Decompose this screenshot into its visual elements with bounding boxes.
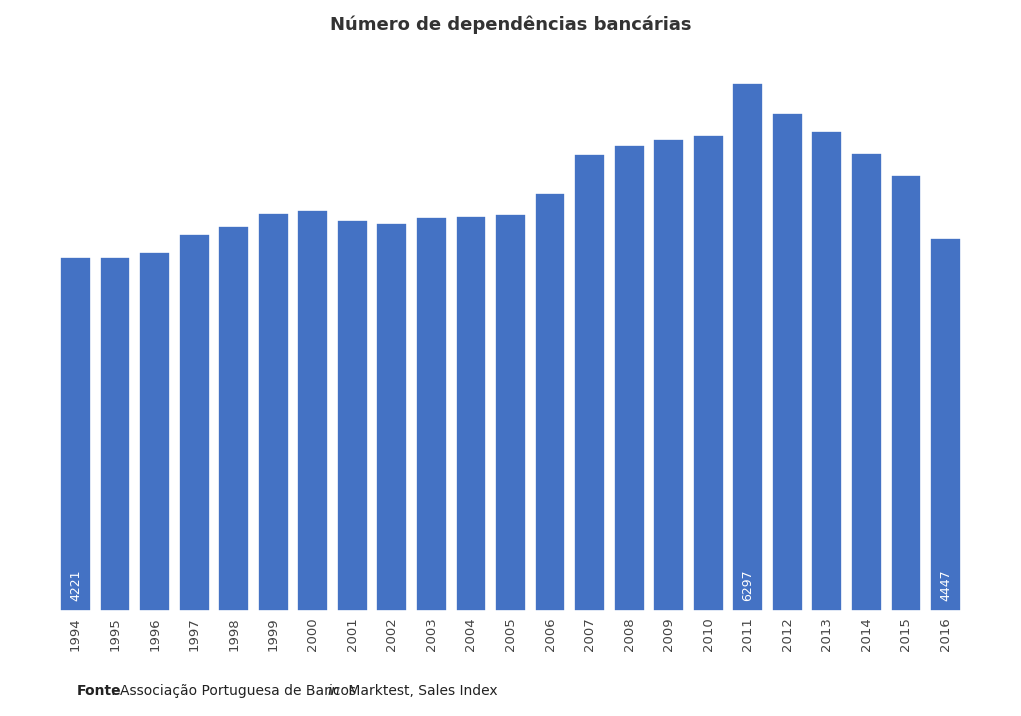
Text: 4221: 4221 [69, 570, 82, 601]
Text: : Associação Portuguesa de Bancos: : Associação Portuguesa de Bancos [111, 684, 360, 698]
Text: Fonte: Fonte [77, 684, 121, 698]
Bar [574, 154, 605, 611]
Bar [179, 234, 209, 611]
Bar [416, 217, 447, 611]
Bar [337, 221, 368, 611]
Title: Número de dependências bancárias: Número de dependências bancárias [330, 15, 691, 34]
Text: in: in [328, 684, 340, 698]
Bar [614, 145, 644, 611]
Bar [60, 257, 91, 611]
Bar [890, 175, 921, 611]
Bar [812, 131, 842, 611]
Bar [218, 226, 249, 611]
Bar [693, 135, 724, 611]
Bar [930, 238, 961, 611]
Bar [852, 153, 882, 611]
Text: 4447: 4447 [939, 570, 952, 601]
Bar [732, 83, 764, 611]
Bar [139, 252, 169, 611]
Text: Marktest, Sales Index: Marktest, Sales Index [344, 684, 497, 698]
Bar [653, 139, 684, 611]
Bar [455, 216, 486, 611]
Text: 6297: 6297 [741, 570, 755, 601]
Bar [495, 214, 526, 611]
Bar [257, 213, 289, 611]
Bar [297, 210, 328, 611]
Bar [772, 112, 803, 611]
Bar [100, 257, 131, 611]
Bar [535, 193, 566, 611]
Bar [377, 223, 407, 611]
